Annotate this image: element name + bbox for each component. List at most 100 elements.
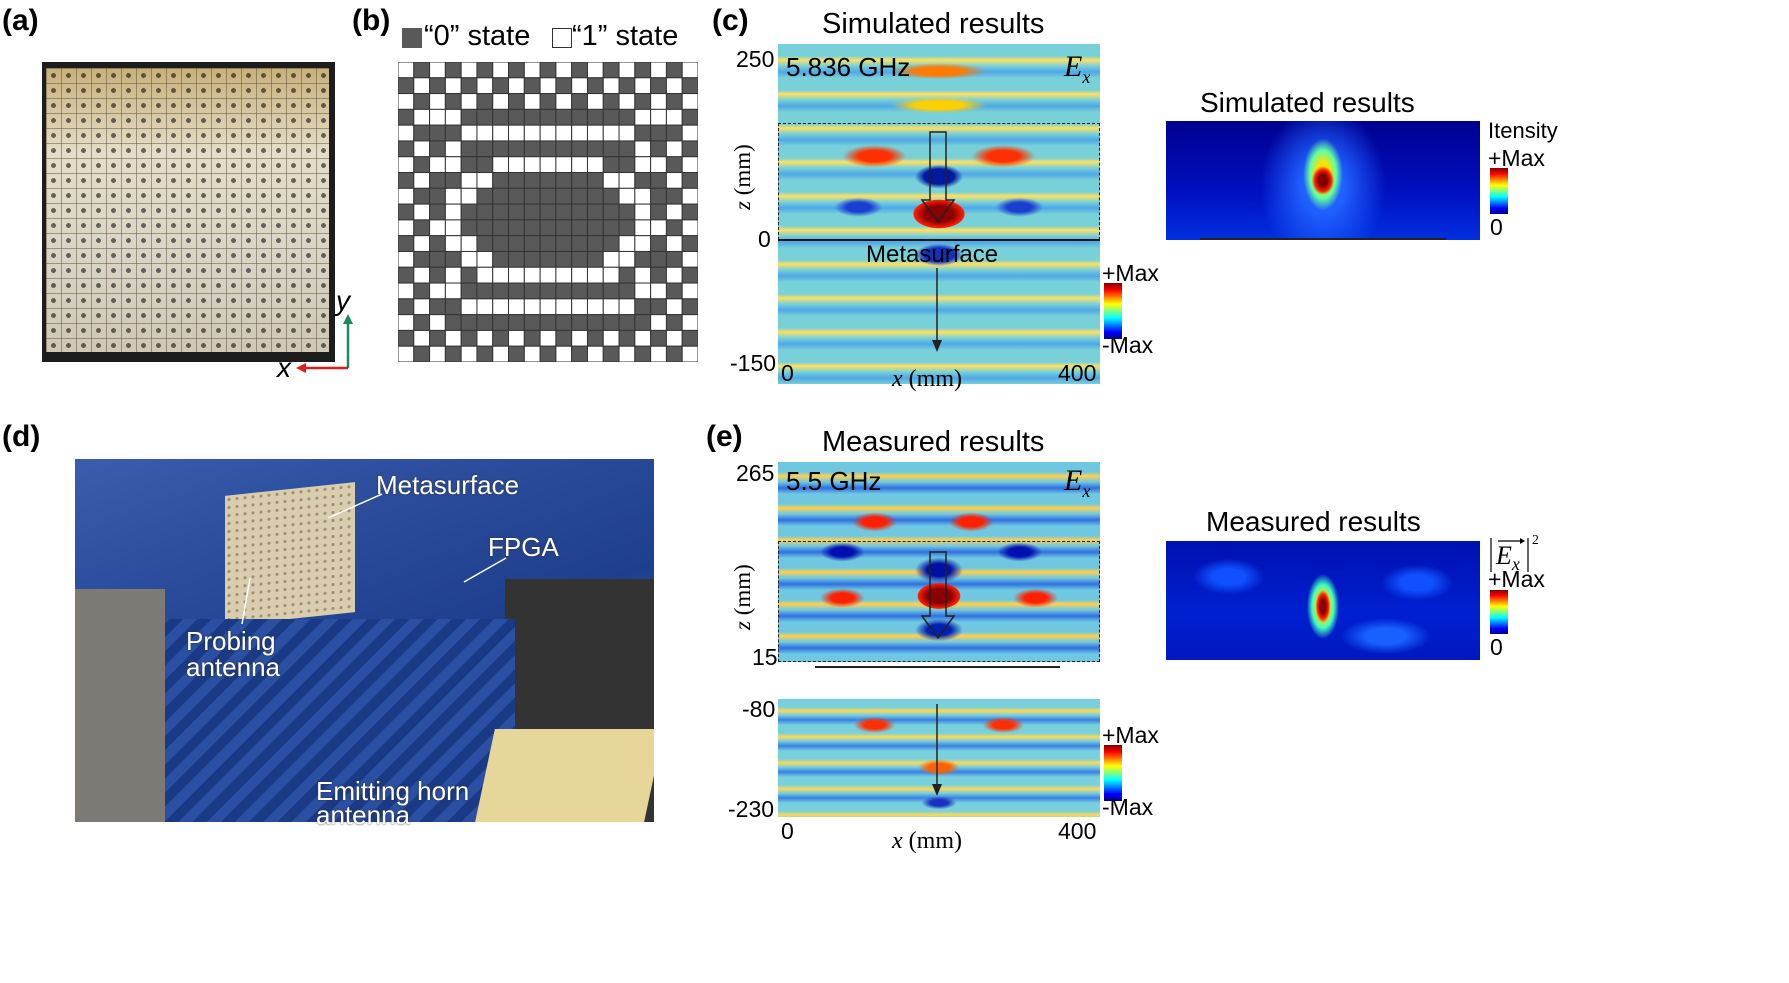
coding-cell bbox=[634, 329, 652, 347]
coding-cell bbox=[555, 172, 573, 189]
coding-cell bbox=[650, 250, 667, 268]
coding-cell bbox=[618, 266, 636, 284]
coding-cell bbox=[429, 93, 446, 110]
coding-cell bbox=[571, 156, 588, 174]
coding-cell bbox=[413, 329, 431, 347]
coding-cell bbox=[523, 266, 541, 284]
coding-cell bbox=[508, 77, 525, 95]
simulated-field-map bbox=[778, 44, 1100, 384]
coding-cell bbox=[681, 77, 698, 95]
coding-cell bbox=[429, 235, 446, 252]
coding-cell bbox=[444, 93, 462, 110]
coding-cell bbox=[429, 140, 446, 158]
coding-cell bbox=[429, 266, 446, 284]
simulated-xlabel-var: x bbox=[892, 366, 903, 392]
coding-cell bbox=[586, 108, 604, 126]
coding-cell bbox=[492, 282, 510, 300]
coding-cell bbox=[398, 140, 415, 158]
legend-1-swatch bbox=[552, 28, 572, 48]
coding-cell bbox=[571, 203, 588, 221]
coding-cell bbox=[586, 93, 604, 110]
coding-cell bbox=[602, 124, 620, 142]
coding-cell bbox=[539, 329, 557, 347]
coding-cell bbox=[460, 108, 478, 126]
coding-cell bbox=[555, 203, 573, 221]
coding-cell bbox=[492, 345, 510, 362]
measured-component: Ex bbox=[1064, 464, 1090, 502]
coding-cell bbox=[634, 282, 652, 300]
coding-cell bbox=[555, 140, 573, 158]
coding-cell bbox=[523, 282, 541, 300]
coding-cell bbox=[429, 329, 446, 347]
coding-cell bbox=[444, 329, 462, 347]
simulated-intensity-cbar-max: +Max bbox=[1488, 145, 1545, 171]
coding-cell bbox=[539, 203, 557, 221]
coding-cell bbox=[602, 329, 620, 347]
coding-cell bbox=[523, 345, 541, 362]
coding-cell bbox=[681, 250, 698, 268]
coding-cell bbox=[618, 140, 636, 158]
coding-cell bbox=[413, 108, 431, 126]
simulated-cbar-max: +Max bbox=[1102, 260, 1159, 286]
measured-intensity-symbol: 2 bbox=[1490, 533, 1538, 572]
metasurface-label: Metasurface bbox=[866, 241, 999, 268]
simulated-component-main: E bbox=[1064, 50, 1083, 83]
measured-intensity-cbar-min: 0 bbox=[1490, 634, 1503, 660]
measured-ylabel-unit: (mm) bbox=[730, 564, 755, 622]
simulated-ytick-top: 250 bbox=[736, 46, 775, 72]
coding-cell bbox=[492, 156, 510, 174]
coding-cell bbox=[555, 62, 573, 79]
coding-cell bbox=[476, 124, 494, 142]
coding-cell bbox=[618, 93, 636, 110]
coding-cell bbox=[586, 140, 604, 158]
coding-cell bbox=[523, 219, 541, 237]
coding-cell bbox=[618, 219, 636, 237]
coding-cell bbox=[634, 298, 652, 316]
coding-cell bbox=[398, 235, 415, 252]
coding-cell bbox=[413, 203, 431, 221]
coding-cell bbox=[508, 250, 525, 268]
coding-cell bbox=[508, 314, 525, 331]
measured-ytick-top: 265 bbox=[736, 460, 775, 486]
coding-cell bbox=[571, 314, 588, 331]
coding-cell bbox=[460, 124, 478, 142]
coding-cell bbox=[571, 266, 588, 284]
coding-cell bbox=[618, 203, 636, 221]
simulated-cbar-min: -Max bbox=[1102, 332, 1154, 358]
coding-cell bbox=[539, 345, 557, 362]
coding-cell bbox=[571, 124, 588, 142]
coding-cell bbox=[413, 282, 431, 300]
measured-intensity-title: Measured results bbox=[1206, 506, 1421, 537]
coding-cell bbox=[523, 203, 541, 221]
coding-cell bbox=[618, 77, 636, 95]
coding-cell bbox=[492, 93, 510, 110]
xy-axes-indicator bbox=[296, 314, 353, 373]
coding-cell bbox=[602, 298, 620, 316]
coding-cell bbox=[492, 124, 510, 142]
measured-intensity-symbol-main: E bbox=[1496, 541, 1512, 570]
coding-cell bbox=[460, 314, 478, 331]
coding-cell bbox=[429, 187, 446, 205]
coding-cell bbox=[429, 62, 446, 79]
measured-freq: 5.5 GHz bbox=[786, 466, 882, 496]
coding-cell bbox=[571, 345, 588, 362]
coding-cell bbox=[650, 314, 667, 331]
coding-cell bbox=[476, 156, 494, 174]
simulated-intensity-title: Simulated results bbox=[1200, 87, 1415, 118]
coding-cell bbox=[429, 108, 446, 126]
coding-cell bbox=[523, 172, 541, 189]
coding-cell bbox=[634, 108, 652, 126]
coding-cell bbox=[429, 314, 446, 331]
coding-cell bbox=[413, 140, 431, 158]
metasurface-line bbox=[778, 239, 1100, 241]
coding-cell bbox=[681, 140, 698, 158]
coding-cell bbox=[398, 108, 415, 126]
coding-cell bbox=[413, 77, 431, 95]
coding-cell bbox=[492, 235, 510, 252]
coding-cell bbox=[539, 298, 557, 316]
coding-cell bbox=[571, 250, 588, 268]
coding-cell bbox=[634, 93, 652, 110]
coding-cell bbox=[539, 172, 557, 189]
coding-cell bbox=[460, 172, 478, 189]
coding-cell bbox=[508, 156, 525, 174]
